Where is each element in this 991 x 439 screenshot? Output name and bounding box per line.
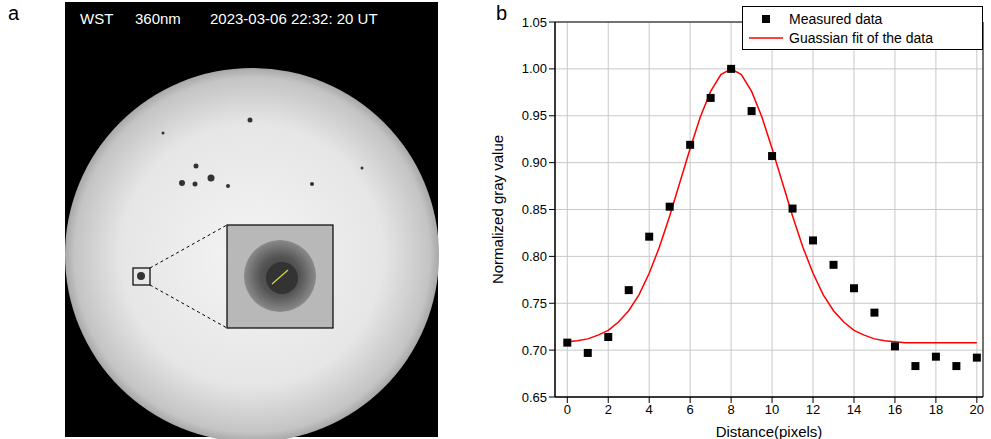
svg-text:0.90: 0.90 [522,155,547,170]
svg-text:Normalized gray value: Normalized gray value [490,135,506,284]
svg-text:0.95: 0.95 [522,108,547,123]
svg-text:10: 10 [765,402,779,417]
svg-text:a: a [8,2,20,24]
svg-text:8: 8 [727,402,734,417]
svg-text:0.85: 0.85 [522,202,547,217]
html-text:Measured data: Measured data [789,10,883,27]
svg-text:14: 14 [847,402,861,417]
svg-text:WST: WST [80,10,113,27]
svg-text:1.00: 1.00 [522,61,547,76]
html-text:Guassian fit of the data: Guassian fit of the data [789,29,933,46]
svg-text:Distance(pixels): Distance(pixels) [716,423,823,439]
svg-text:18: 18 [929,402,943,417]
svg-text:2: 2 [605,402,612,417]
svg-text:2023-03-06 22:32: 20 UT: 2023-03-06 22:32: 20 UT [210,10,378,27]
svg-text:20: 20 [970,402,984,417]
svg-text:360nm: 360nm [135,10,181,27]
svg-text:0.70: 0.70 [522,343,547,358]
svg-text:16: 16 [888,402,902,417]
svg-text:0: 0 [564,402,571,417]
svg-text:4: 4 [646,402,653,417]
svg-text:1.05: 1.05 [522,15,547,30]
svg-text:6: 6 [687,402,694,417]
svg-text:0.65: 0.65 [522,390,547,405]
svg-text:0.80: 0.80 [522,249,547,264]
svg-text:0.75: 0.75 [522,296,547,311]
svg-text:12: 12 [806,402,820,417]
html-text:b: b [496,2,508,24]
